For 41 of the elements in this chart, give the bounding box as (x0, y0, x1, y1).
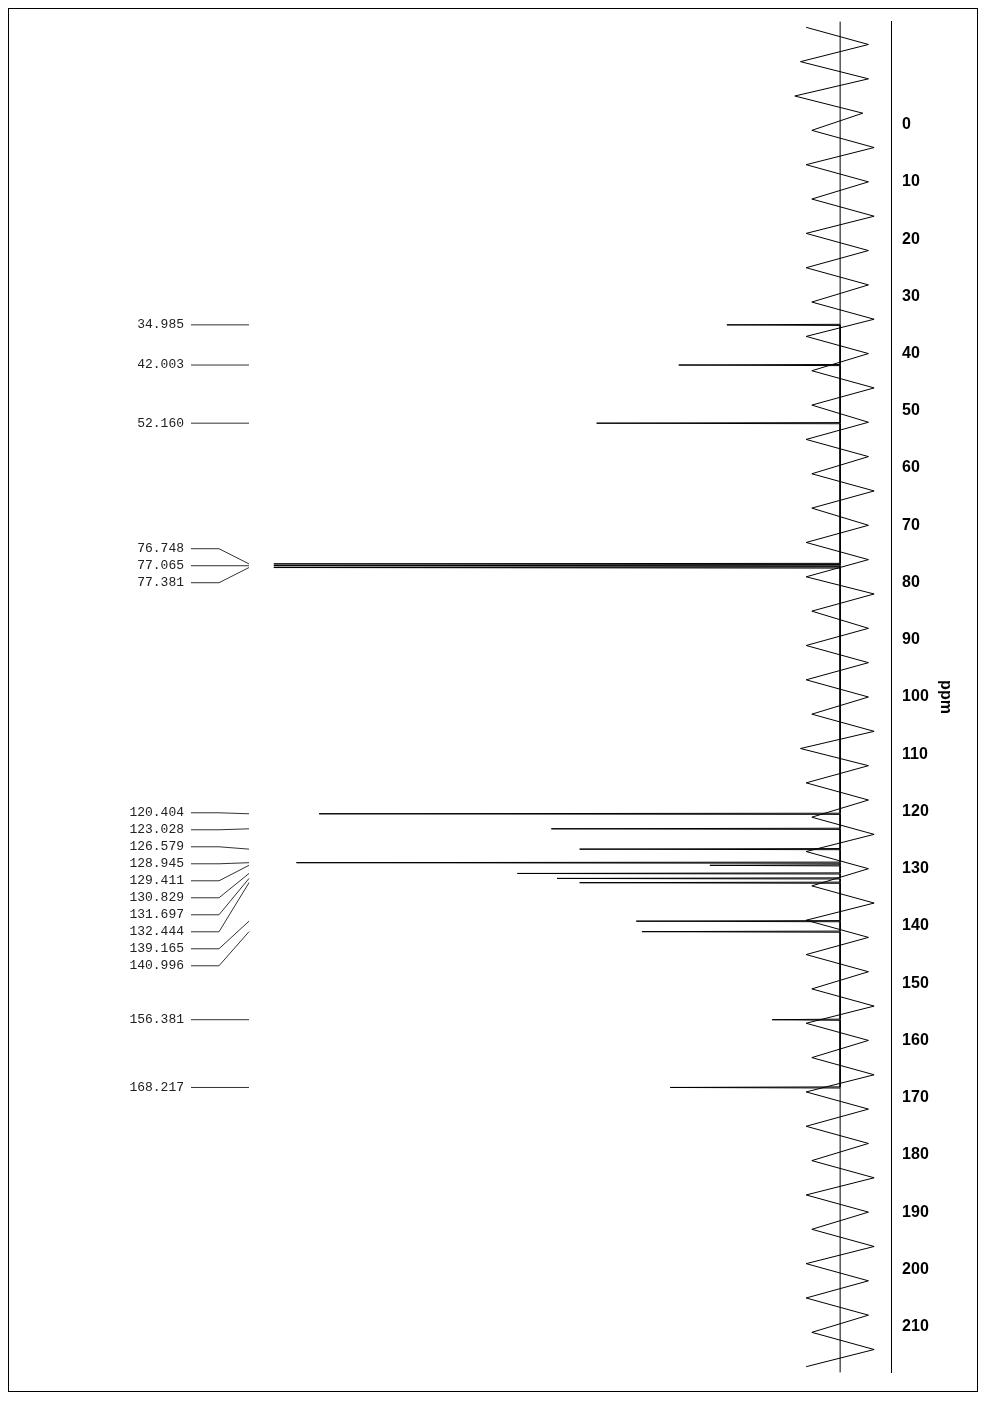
text: 126.579 (129, 839, 184, 855)
text: 156.381 (129, 1012, 185, 1028)
y-tick-label: 80 (902, 572, 920, 590)
y-tick-label: 110 (902, 744, 929, 762)
text: 139.165 (129, 941, 184, 957)
text: 52.160 (137, 415, 184, 431)
y-tick-label: 100 (902, 687, 929, 705)
y-tick-label: 180 (902, 1145, 929, 1163)
y-tick-label: 20 (902, 229, 920, 247)
text: 168.217 (129, 1079, 184, 1095)
text: 128.945 (129, 856, 184, 872)
y-tick-label: 190 (902, 1202, 929, 1220)
y-tick-label: 160 (902, 1030, 929, 1048)
text: 140.996 (129, 958, 184, 974)
y-tick-label: 0 (902, 115, 912, 133)
y-tick-label: 130 (902, 859, 929, 877)
y-tick-label: 60 (902, 458, 920, 476)
text: 120.404 (129, 805, 185, 821)
y-tick-label: 210 (902, 1317, 929, 1335)
text: 77.065 (137, 558, 184, 574)
text: 132.444 (129, 924, 185, 940)
text: 77.381 (137, 575, 185, 591)
y-tick-label: 120 (902, 801, 929, 819)
y-tick-label: 50 (902, 401, 920, 419)
text: 130.829 (129, 890, 184, 906)
y-tick-label: 90 (902, 630, 920, 648)
text: 123.028 (129, 822, 184, 838)
y-tick-label: 150 (902, 973, 929, 991)
y-tick-label: 140 (902, 916, 929, 934)
y-axis-title: ppm (937, 680, 955, 714)
text: 131.697 (129, 907, 184, 923)
y-tick-label: 40 (902, 343, 920, 361)
y-tick-label: 70 (902, 515, 920, 533)
text: 42.003 (137, 357, 184, 373)
y-tick-label: 30 (902, 286, 920, 304)
text: 76.748 (137, 541, 184, 557)
y-tick-label: 170 (902, 1088, 929, 1106)
text: 129.411 (129, 873, 185, 889)
y-tick-label: 200 (902, 1259, 929, 1277)
y-tick-label: 10 (902, 172, 920, 190)
text: 34.985 (137, 317, 184, 333)
